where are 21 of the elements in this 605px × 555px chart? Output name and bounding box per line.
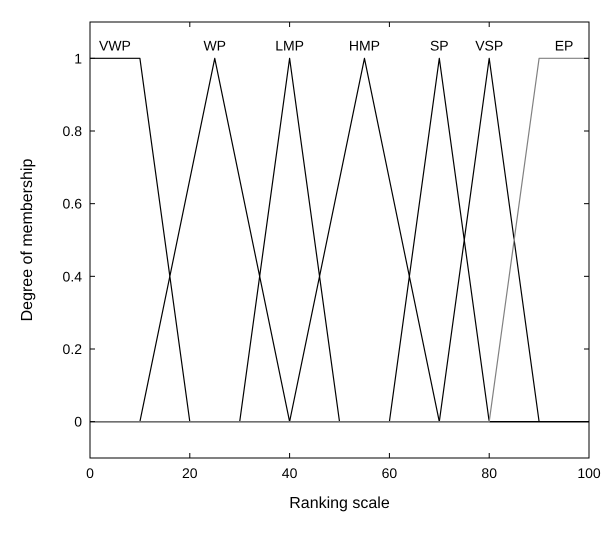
- y-tick-label: 0.8: [62, 123, 82, 139]
- legend-label: HMP: [348, 37, 380, 54]
- x-tick-label: 80: [481, 465, 498, 481]
- series-label: SP: [430, 37, 449, 54]
- y-tick-label: 0.4: [62, 268, 82, 284]
- y-tick-label: 1: [74, 50, 82, 66]
- legend-label: WP: [203, 37, 226, 54]
- x-tick-label: 0: [86, 465, 94, 481]
- x-tick-label: 40: [282, 465, 298, 481]
- x-tick-label: 20: [182, 465, 198, 481]
- legend-label: VSP: [475, 37, 504, 54]
- y-axis-title: Degree of membership: [19, 158, 36, 322]
- x-axis-title: Ranking scale: [289, 495, 390, 512]
- x-tick-label: 100: [577, 465, 601, 481]
- series-label: EP: [554, 37, 574, 54]
- y-tick-label: 0: [74, 414, 82, 430]
- x-tick-label: 60: [382, 465, 398, 481]
- legend-label: LMP: [275, 37, 304, 54]
- series-label: VWP: [99, 37, 131, 54]
- y-tick-label: 0.2: [62, 341, 82, 357]
- y-tick-label: 0.6: [62, 196, 82, 212]
